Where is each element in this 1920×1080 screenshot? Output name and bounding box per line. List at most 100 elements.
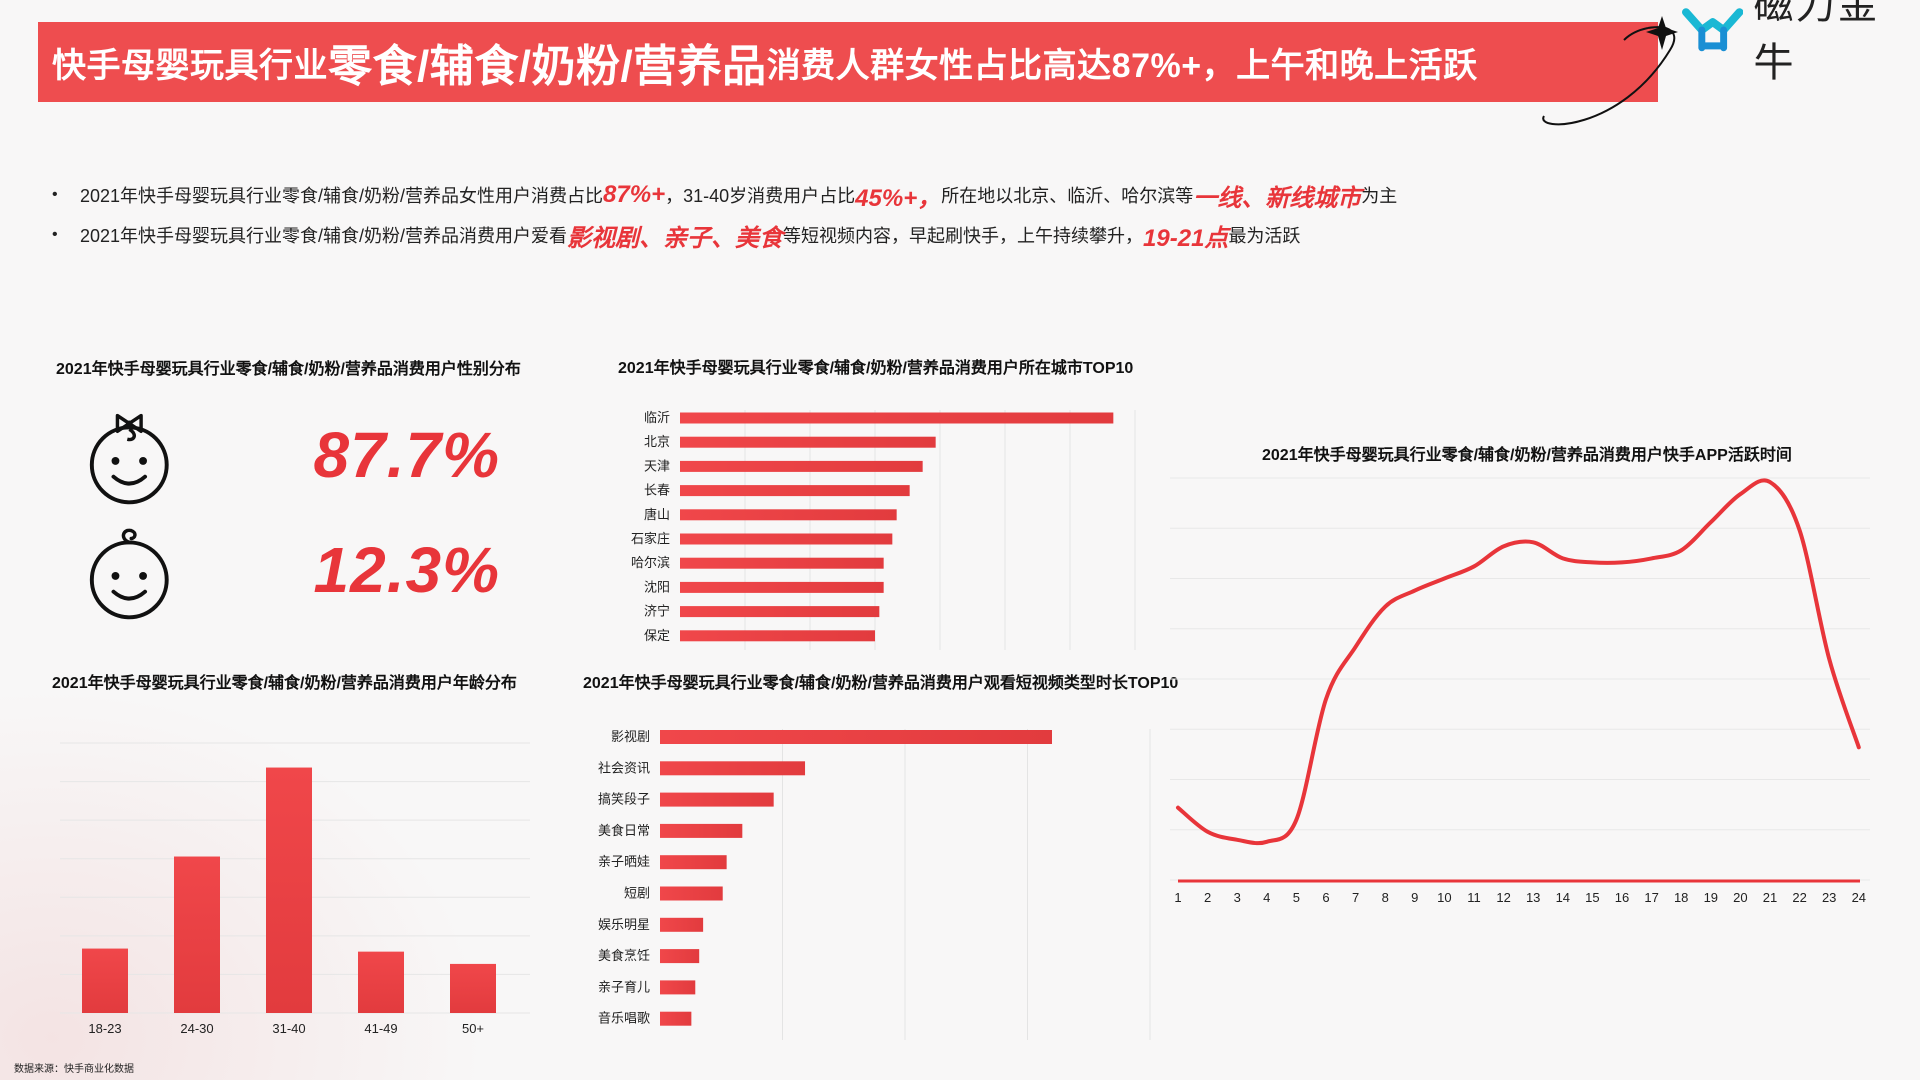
bar bbox=[680, 581, 884, 593]
category-label: 亲子晒娃 bbox=[598, 854, 650, 869]
brand-name: 磁力金牛 bbox=[1753, 0, 1880, 85]
tick-label: 13 bbox=[1526, 890, 1540, 905]
data-point bbox=[1827, 657, 1831, 661]
bar bbox=[660, 855, 727, 870]
bullet-text: ，31-40岁消费用户占比 bbox=[665, 186, 856, 206]
data-point bbox=[1738, 492, 1742, 496]
tick-label: 18-23 bbox=[88, 1021, 121, 1036]
category-label: 美食日常 bbox=[598, 823, 650, 838]
title-part-3: 消费人群女性占比高达87%+，上午和晚上活跃 bbox=[766, 46, 1478, 85]
data-point bbox=[1206, 830, 1210, 834]
tick-label: 9 bbox=[1411, 890, 1418, 905]
category-label: 石家庄 bbox=[631, 531, 670, 546]
tick-label: 8 bbox=[1382, 890, 1389, 905]
bar bbox=[174, 856, 220, 1013]
bullet-highlight: 87%+ bbox=[603, 181, 666, 208]
gender-chart-title: 2021年快手母婴玩具行业零食/辅食/奶粉/营养品消费用户性别分布 bbox=[56, 361, 521, 378]
tick-label: 19 bbox=[1704, 890, 1718, 905]
tick-label: 15 bbox=[1585, 890, 1599, 905]
bar bbox=[680, 630, 875, 642]
bar bbox=[680, 509, 897, 521]
category-label: 美食烹饪 bbox=[598, 948, 650, 963]
bar bbox=[680, 436, 936, 448]
data-point bbox=[1798, 528, 1802, 532]
active-chart-title: 2021年快手母婴玩具行业零食/辅食/奶粉/营养品消费用户快手APP活跃时间 bbox=[1262, 447, 1792, 464]
bullet-dot: • bbox=[52, 226, 58, 243]
bullet-text: 2021年快手母婴玩具行业零食/辅食/奶粉/营养品女性用户消费占比 bbox=[80, 186, 604, 206]
summary-bullet-1: • 2021年快手母婴玩具行业零食/辅食/奶粉/营养品女性用户消费占比 87%+… bbox=[50, 175, 1750, 215]
data-point bbox=[1709, 520, 1713, 524]
data-point bbox=[1354, 645, 1358, 649]
category-label: 影视剧 bbox=[611, 729, 650, 744]
bar bbox=[660, 792, 774, 807]
data-point bbox=[1324, 697, 1328, 701]
bullet-highlight: 一线、新线城市 bbox=[1193, 184, 1362, 212]
tick-label: 31-40 bbox=[272, 1021, 305, 1036]
tick-label: 2 bbox=[1204, 890, 1211, 905]
category-label: 沈阳 bbox=[644, 579, 670, 594]
bar bbox=[680, 533, 893, 545]
video-chart-title: 2021年快手母婴玩具行业零食/辅食/奶粉/营养品消费用户观看短视频类型时长TO… bbox=[583, 675, 1179, 692]
bar bbox=[450, 963, 496, 1013]
active-time-line-chart: 1 2 3 4 5 6 7 8 9 10 11 12 13 14 15 16 17 18 19 20 21 22 23 24 bbox=[1170, 477, 1870, 905]
brand-logo-icon bbox=[1682, 8, 1744, 52]
male-percentage: 12.3% bbox=[313, 534, 500, 606]
tick-label: 14 bbox=[1556, 890, 1570, 905]
tick-label: 18 bbox=[1674, 890, 1688, 905]
bullet-highlight: 19-21点 bbox=[1143, 224, 1229, 252]
baby-girl-face-icon bbox=[89, 413, 169, 505]
tick-label: 4 bbox=[1263, 890, 1270, 905]
series-line bbox=[1176, 478, 1861, 846]
tick-label: 20 bbox=[1733, 890, 1747, 905]
baby-boy-face-icon bbox=[89, 528, 169, 620]
category-label: 天津 bbox=[644, 458, 670, 473]
tick-label: 24 bbox=[1852, 890, 1866, 905]
page-title: 快手母婴玩具行业 零食/辅食/奶粉/营养品 消费人群女性占比高达87%+，上午和… bbox=[38, 22, 1658, 102]
bullet-text: 最为活跃 bbox=[1228, 226, 1301, 246]
data-point bbox=[1620, 560, 1624, 564]
data-point bbox=[1294, 818, 1298, 822]
bar bbox=[680, 557, 884, 569]
bar bbox=[266, 767, 312, 1013]
summary-bullet-2: • 2021年快手母婴玩具行业零食/辅食/奶粉/营养品消费用户爱看 影视剧、亲子… bbox=[50, 215, 1750, 255]
category-label: 济宁 bbox=[644, 604, 670, 619]
tick-label: 21 bbox=[1763, 890, 1777, 905]
category-label: 临沂 bbox=[644, 410, 670, 425]
tick-label: 41-49 bbox=[364, 1021, 397, 1036]
data-point bbox=[1857, 745, 1861, 749]
bar bbox=[358, 951, 404, 1013]
bar bbox=[680, 460, 923, 472]
bullet-text: 等短视频内容，早起刷快手，上午持续攀升， bbox=[783, 226, 1144, 246]
bar bbox=[660, 949, 700, 964]
tick-label: 23 bbox=[1822, 890, 1836, 905]
category-label: 唐山 bbox=[644, 507, 670, 522]
bar bbox=[82, 948, 128, 1013]
bar bbox=[680, 412, 1114, 424]
data-point bbox=[1265, 840, 1269, 844]
category-label: 哈尔滨 bbox=[631, 555, 670, 570]
tick-label: 7 bbox=[1352, 890, 1359, 905]
tick-label: 6 bbox=[1322, 890, 1329, 905]
data-point bbox=[1235, 838, 1239, 842]
data-point bbox=[1413, 589, 1417, 593]
data-point bbox=[1650, 556, 1654, 560]
data-point bbox=[1442, 577, 1446, 580]
data-point bbox=[1502, 544, 1506, 548]
bar bbox=[660, 823, 743, 838]
data-source-note: 数据来源：快手商业化数据 bbox=[14, 1064, 134, 1075]
tick-label: 24-30 bbox=[180, 1021, 213, 1036]
category-label: 娱乐明星 bbox=[598, 917, 650, 932]
summary-bullets: • 2021年快手母婴玩具行业零食/辅食/奶粉/营养品女性用户消费占比 87%+… bbox=[50, 175, 1750, 255]
bar bbox=[660, 917, 704, 932]
tick-label: 50+ bbox=[462, 1021, 484, 1036]
data-point bbox=[1679, 548, 1683, 552]
category-label: 短剧 bbox=[624, 886, 650, 901]
data-point bbox=[1531, 540, 1535, 544]
bullet-text: 2021年快手母婴玩具行业零食/辅食/奶粉/营养品消费用户爱看 bbox=[80, 226, 568, 246]
bar bbox=[680, 606, 880, 618]
brand-logo: 磁力金牛 bbox=[1682, 0, 1920, 85]
category-label: 音乐唱歌 bbox=[598, 1011, 650, 1026]
bar bbox=[680, 485, 910, 497]
city-chart-title: 2021年快手母婴玩具行业零食/辅食/奶粉/营养品消费用户所在城市TOP10 bbox=[618, 360, 1134, 377]
